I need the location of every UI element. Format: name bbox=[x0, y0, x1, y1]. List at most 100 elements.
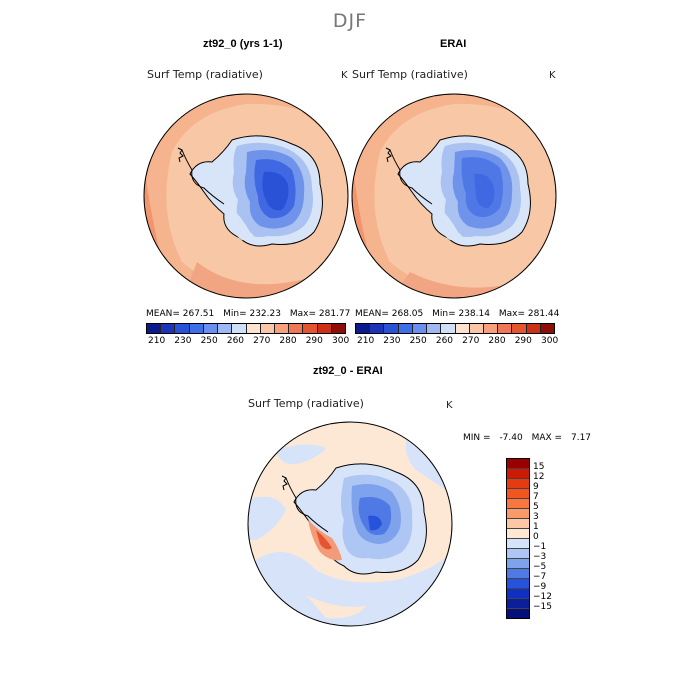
colorbar-cell bbox=[507, 469, 529, 479]
panel-units-model: K bbox=[341, 70, 348, 81]
colorbar-cell bbox=[147, 324, 162, 333]
polar-map-obs bbox=[351, 93, 557, 299]
colorbar-cell bbox=[512, 324, 527, 333]
ice-level-4 bbox=[262, 171, 289, 211]
panel-units-obs: K bbox=[549, 70, 556, 81]
colorbar-tick-label: 250 bbox=[409, 336, 427, 346]
colorbar-cell bbox=[507, 569, 529, 579]
diff-neg-level-4 bbox=[368, 515, 382, 531]
diff-neg-patch bbox=[405, 440, 446, 490]
colorbar-tick-label: 300 bbox=[332, 336, 350, 346]
colorbar-cell bbox=[483, 324, 499, 333]
panel-title-model: zt92_0 (yrs 1-1) bbox=[203, 38, 283, 50]
diff-max-value: 7.17 bbox=[570, 433, 592, 443]
colorbar-tick-label: 5 bbox=[533, 502, 539, 512]
diff-neg-patch bbox=[248, 496, 286, 540]
colorbar-cell bbox=[507, 539, 529, 549]
diff-min-label: MIN = bbox=[463, 433, 491, 443]
colorbar-tick-label: 250 bbox=[200, 336, 218, 346]
colorbar-tick-label: 230 bbox=[174, 336, 192, 346]
map-border bbox=[143, 93, 349, 299]
diff-pos-patch bbox=[306, 595, 366, 619]
colorbar-cell bbox=[398, 324, 413, 333]
panel-stats-obs: MEAN= 268.05 Min= 238.14 Max= 281.44 bbox=[355, 309, 565, 319]
colorbar-cell bbox=[246, 324, 261, 333]
colorbar-tick-label: 210 bbox=[148, 336, 166, 346]
colorbar-cell bbox=[331, 324, 346, 333]
colorbar-tick-label: −7 bbox=[533, 572, 547, 582]
colorbar-cell bbox=[370, 324, 385, 333]
mean-value: MEAN= 267.51 bbox=[146, 309, 215, 319]
mean-value: MEAN= 268.05 bbox=[355, 309, 424, 319]
diff-min-value: -7.40 bbox=[499, 433, 523, 443]
diff-panel-title: zt92_0 - ERAI bbox=[313, 365, 383, 377]
colorbar-tick-label: 210 bbox=[357, 336, 375, 346]
min-value: Min= 232.23 bbox=[223, 309, 281, 319]
colorbar-cell bbox=[412, 324, 428, 333]
colorbar-cell bbox=[507, 519, 529, 529]
peninsula-outline bbox=[181, 149, 225, 205]
colorbar-tick-label: 290 bbox=[305, 336, 323, 346]
colorbar-cell bbox=[232, 324, 247, 333]
panel-title-obs: ERAI bbox=[440, 38, 467, 50]
colorbar-obs bbox=[355, 323, 555, 334]
colorbar-cell bbox=[384, 324, 399, 333]
map-border bbox=[351, 93, 557, 299]
season-title: DJF bbox=[332, 10, 368, 32]
diff-neg-level-3 bbox=[358, 497, 392, 535]
diff-minmax: MIN = -7.40 MAX = 7.17 bbox=[463, 433, 597, 443]
diff-max-label: MAX = bbox=[531, 433, 563, 443]
colorbar-model bbox=[146, 323, 346, 334]
colorbar-cell bbox=[161, 324, 176, 333]
colorbar-tick-label: 15 bbox=[533, 462, 545, 472]
colorbar-cell bbox=[498, 324, 513, 333]
colorbar-cell bbox=[507, 609, 529, 618]
colorbar-cell bbox=[526, 324, 541, 333]
ice-level-4 bbox=[474, 173, 495, 208]
colorbar-tick-label: 270 bbox=[253, 336, 271, 346]
colorbar-tick-label: 12 bbox=[533, 472, 545, 482]
colorbar-difference bbox=[506, 458, 530, 619]
colorbar-tick-label: 280 bbox=[279, 336, 297, 346]
colorbar-cell bbox=[507, 549, 529, 559]
colorbar-tick-label: 230 bbox=[383, 336, 401, 346]
colorbar-cell bbox=[507, 489, 529, 499]
polar-map-difference bbox=[247, 421, 453, 627]
colorbar-cell bbox=[507, 579, 529, 589]
colorbar-cell bbox=[507, 599, 529, 609]
colorbar-tick-label: −15 bbox=[533, 602, 552, 612]
panel-variable-label-obs: Surf Temp (radiative) bbox=[352, 68, 468, 81]
colorbar-tick-label: −1 bbox=[533, 542, 547, 552]
colorbar-tick-label: 270 bbox=[462, 336, 480, 346]
polar-map-model bbox=[143, 93, 349, 299]
min-value: Min= 238.14 bbox=[432, 309, 490, 319]
colorbar-cell bbox=[356, 324, 371, 333]
colorbar-cell bbox=[507, 509, 529, 519]
colorbar-tick-label: 300 bbox=[541, 336, 559, 346]
panel-variable-label-model: Surf Temp (radiative) bbox=[147, 68, 263, 81]
colorbar-cell bbox=[175, 324, 190, 333]
colorbar-cell bbox=[507, 499, 529, 509]
max-value: Max= 281.44 bbox=[498, 309, 560, 319]
colorbar-cell bbox=[317, 324, 332, 333]
peninsula-outline bbox=[389, 149, 433, 205]
colorbar-tick-label: 0 bbox=[533, 532, 539, 542]
map-border bbox=[247, 421, 453, 627]
peninsula-tip bbox=[281, 475, 288, 491]
colorbar-tick-label: −5 bbox=[533, 562, 547, 572]
colorbar-cell bbox=[540, 324, 555, 333]
colorbar-tick-label: 260 bbox=[435, 336, 454, 346]
diff-units: K bbox=[446, 400, 453, 411]
colorbar-cell bbox=[189, 324, 204, 333]
max-value: Max= 281.77 bbox=[289, 309, 351, 319]
colorbar-tick-label: 1 bbox=[533, 522, 539, 532]
peninsula-tip bbox=[385, 147, 392, 163]
ice-shelf bbox=[436, 204, 463, 241]
colorbar-tick-label: 7 bbox=[533, 492, 539, 502]
colorbar-cell bbox=[303, 324, 318, 333]
colorbar-tick-label: −9 bbox=[533, 582, 547, 592]
colorbar-tick-label: 9 bbox=[533, 482, 539, 492]
diff-variable-label: Surf Temp (radiative) bbox=[248, 397, 364, 410]
panel-stats-model: MEAN= 267.51 Min= 232.23 Max= 281.77 bbox=[146, 309, 356, 319]
